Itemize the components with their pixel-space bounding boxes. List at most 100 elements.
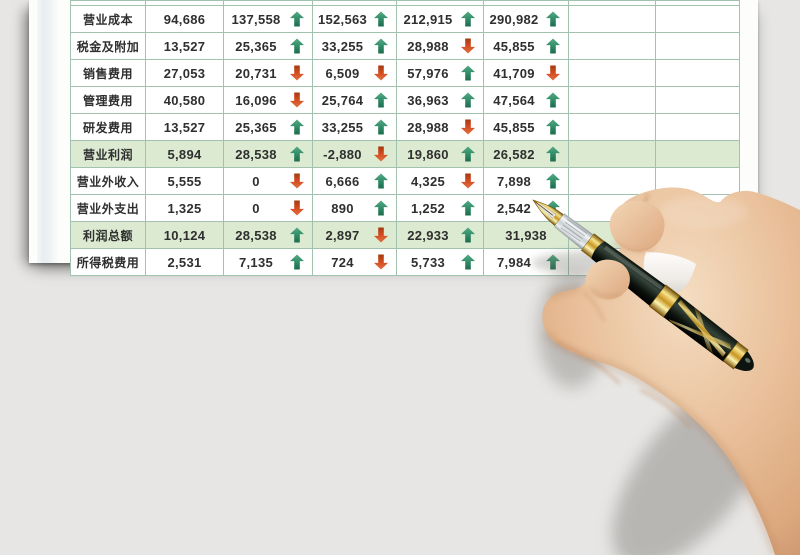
- cell-value: 26,582: [493, 146, 535, 162]
- cell-value: 20,731: [235, 65, 277, 81]
- value-cell: 6,509: [312, 59, 397, 87]
- down-arrow-icon: [374, 146, 388, 162]
- cell-value: 10,124: [163, 227, 206, 243]
- cell-value: 2,542: [496, 200, 532, 216]
- empty-cell: [655, 5, 740, 33]
- value-cell: 45,855: [483, 32, 569, 60]
- cell-value: 2,897: [325, 227, 360, 243]
- value-cell: 57,976: [396, 59, 484, 87]
- cell-value: 5,733: [410, 254, 446, 270]
- up-arrow-icon: [461, 146, 475, 162]
- cell-value: 19,860: [407, 146, 449, 162]
- value-cell: 0: [223, 194, 313, 222]
- cell-value: 137,558: [231, 11, 281, 27]
- table-row: 营业成本 94,686 137,558 152,563 212,915 290,982: [70, 5, 740, 33]
- table-row: 销售费用 27,053 20,731 6,509 57,976 41,709: [70, 59, 740, 87]
- cell-value: 7,898: [496, 173, 532, 189]
- cell-value: 0: [252, 173, 260, 189]
- value-cell: 19,860: [396, 140, 484, 168]
- value-cell: 290,982: [483, 5, 569, 33]
- table-row: 营业利润 5,894 28,538 -2,880 19,860 26,582: [70, 140, 740, 168]
- cell-value: 33,255: [321, 38, 364, 54]
- row-label: 营业利润: [70, 140, 146, 168]
- up-arrow-icon: [461, 200, 475, 216]
- down-arrow-icon: [461, 173, 475, 189]
- up-arrow-icon: [374, 38, 388, 54]
- cell-value: 5,894: [167, 146, 202, 162]
- cell-value: 5,555: [167, 173, 202, 189]
- value-cell: 45,855: [483, 113, 569, 141]
- paper-sheet: 营业成本 94,686 137,558 152,563 212,915 290,982 税金…: [29, 0, 758, 276]
- cell-value: 45,855: [493, 38, 535, 54]
- row-label: 管理费用: [70, 86, 146, 114]
- value-cell: 25,764: [312, 86, 397, 114]
- cell-value: 6,509: [325, 65, 360, 81]
- up-arrow-icon: [374, 119, 388, 135]
- down-arrow-icon: [461, 38, 475, 54]
- value-cell: 7,135: [223, 248, 313, 276]
- value-cell: 5,894: [145, 140, 224, 168]
- value-cell: 20,731: [223, 59, 313, 87]
- paper-fold-strip: [37, 0, 58, 263]
- pen-grip-section: [554, 213, 595, 251]
- value-cell: 16,096: [223, 86, 313, 114]
- cell-value: 6,666: [325, 173, 360, 189]
- value-cell: 6,666: [312, 167, 397, 195]
- cell-value: 13,527: [163, 119, 206, 135]
- value-cell: 40,580: [145, 86, 224, 114]
- cell-value: 40,580: [163, 92, 206, 108]
- value-cell: 28,538: [223, 221, 313, 249]
- cell-value: 28,538: [235, 227, 277, 243]
- row-label: 所得税费用: [70, 248, 146, 276]
- down-arrow-icon: [290, 173, 304, 189]
- pen-end-jewel: [734, 351, 754, 371]
- up-arrow-icon: [374, 173, 388, 189]
- value-cell: 4,325: [396, 167, 484, 195]
- empty-cell: [568, 5, 656, 33]
- value-cell: 724: [312, 248, 397, 276]
- value-cell: 41,709: [483, 59, 569, 87]
- table-row: 研发费用 13,527 25,365 33,255 28,988 45,855: [70, 113, 740, 141]
- cell-value: 28,538: [235, 146, 277, 162]
- empty-cell: [655, 113, 740, 141]
- cell-value: 94,686: [163, 11, 206, 27]
- cell-value: 1,252: [410, 200, 446, 216]
- up-arrow-icon: [290, 227, 304, 243]
- cell-value: 152,563: [317, 11, 368, 27]
- row-label: 利润总额: [70, 221, 146, 249]
- up-arrow-icon: [290, 38, 304, 54]
- table-row: 利润总额 10,124 28,538 2,897 22,933 31,938: [70, 221, 740, 249]
- value-cell: 0: [223, 167, 313, 195]
- row-label: 研发费用: [70, 113, 146, 141]
- value-cell: 1,252: [396, 194, 484, 222]
- cell-value: 31,938: [505, 227, 547, 243]
- cell-value: 212,915: [403, 11, 453, 27]
- row-label: 营业外收入: [70, 167, 146, 195]
- value-cell: 31,938: [483, 221, 569, 249]
- up-arrow-icon: [461, 92, 475, 108]
- value-cell: 152,563: [312, 5, 397, 33]
- cell-value: 0: [252, 200, 260, 216]
- value-cell: 2,531: [145, 248, 224, 276]
- up-arrow-icon: [290, 119, 304, 135]
- value-cell: -2,880: [312, 140, 397, 168]
- empty-cell: [655, 86, 740, 114]
- up-arrow-icon: [290, 254, 304, 270]
- value-cell: 33,255: [312, 32, 397, 60]
- down-arrow-icon: [290, 200, 304, 216]
- thumb: [585, 259, 630, 300]
- value-cell: 28,538: [223, 140, 313, 168]
- value-cell: 26,582: [483, 140, 569, 168]
- empty-cell: [568, 167, 656, 195]
- table-row: 所得税费用 2,531 7,135 724 5,733 7,984: [70, 248, 740, 276]
- empty-cell: [568, 32, 656, 60]
- value-cell: 22,933: [396, 221, 484, 249]
- cell-value: 890: [331, 200, 354, 216]
- up-arrow-icon: [290, 11, 304, 27]
- table-row: 管理费用 40,580 16,096 25,764 36,963 47,564: [70, 86, 740, 114]
- row-label: 税金及附加: [70, 32, 146, 60]
- empty-cell: [655, 140, 740, 168]
- up-arrow-icon: [546, 11, 560, 27]
- value-cell: 25,365: [223, 32, 313, 60]
